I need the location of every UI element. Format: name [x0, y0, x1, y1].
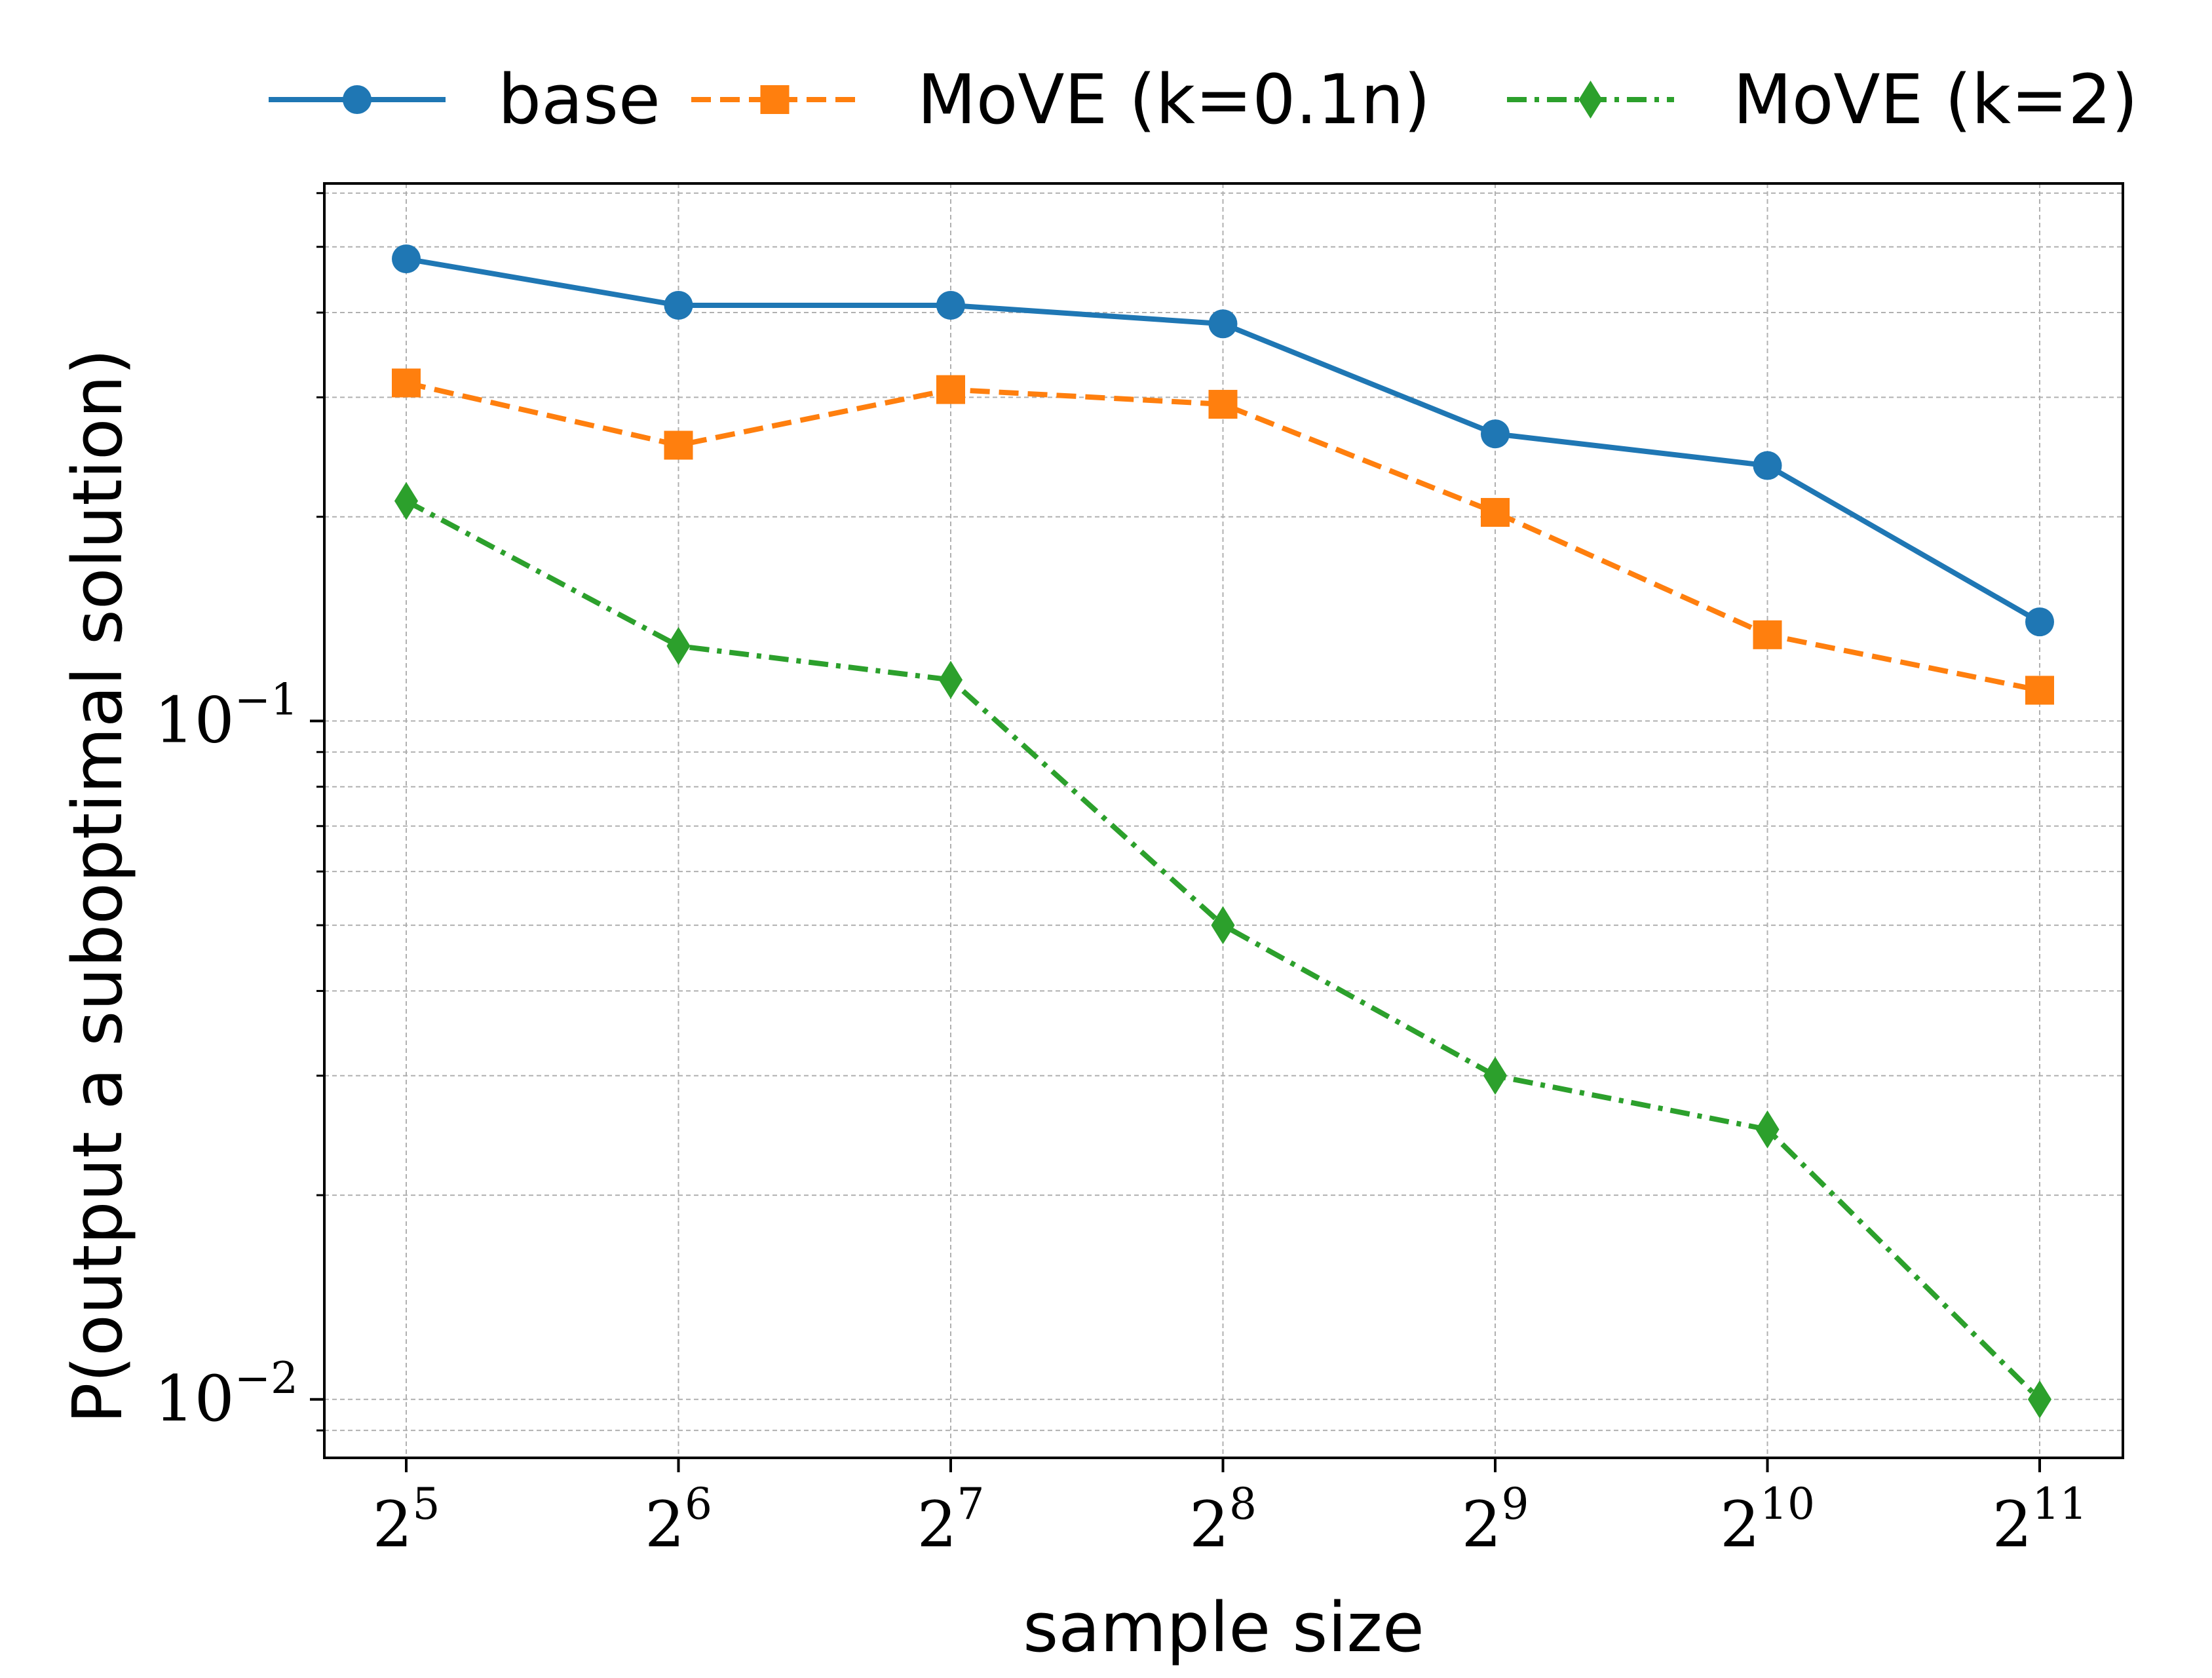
data-point — [1481, 498, 1510, 527]
x-tick-label: 210 — [1720, 1479, 1815, 1561]
x-tick-label: 211 — [1992, 1479, 2087, 1561]
grid — [324, 183, 2123, 1458]
data-point — [938, 660, 963, 699]
x-tick-label: 25 — [372, 1479, 440, 1561]
y-tick-label: 10−1 — [155, 674, 298, 757]
series-1 — [392, 244, 2054, 637]
series-3 — [394, 482, 2052, 1419]
data-point — [1211, 906, 1235, 945]
data-point — [936, 290, 965, 320]
x-tick-label: 27 — [917, 1479, 984, 1561]
x-tick-label: 28 — [1189, 1479, 1257, 1561]
data-point — [1481, 419, 1510, 449]
legend-marker — [760, 85, 790, 114]
legend-label: base — [498, 60, 660, 140]
data-point — [2025, 676, 2054, 705]
x-tick-label: 26 — [645, 1479, 712, 1561]
data-point — [392, 368, 421, 398]
data-point — [666, 626, 691, 665]
y-tick-label: 10−2 — [155, 1353, 298, 1436]
x-tick-label: 29 — [1461, 1479, 1529, 1561]
legend-label: MoVE (k=2) — [1733, 60, 2138, 140]
data-point — [1208, 390, 1238, 419]
legend-label: MoVE (k=0.1n) — [917, 60, 1430, 140]
legend: base MoVE (k=0.1n) MoVE (k=2) — [269, 60, 2138, 140]
legend-marker — [343, 85, 372, 114]
data-point — [1483, 1056, 1508, 1095]
data-point — [664, 430, 693, 460]
data-point — [1753, 451, 1782, 480]
legend-item: MoVE (k=2) — [1507, 60, 2138, 140]
data-point — [664, 290, 693, 320]
series-2 — [392, 368, 2054, 705]
data-point — [392, 244, 421, 274]
data-point — [1753, 620, 1782, 649]
legend-marker — [1578, 80, 1603, 119]
y-axis-label: P(output a suboptimal solution) — [58, 349, 138, 1424]
data-point — [1755, 1110, 1780, 1149]
data-point — [936, 375, 965, 404]
data-point — [2025, 607, 2054, 637]
x-axis-label: sample size — [1023, 1588, 1424, 1668]
legend-item: MoVE (k=0.1n) — [691, 60, 1430, 140]
axis-ticks: 25 26 27 28 29 210 211 10−1 10−2 — [155, 192, 2088, 1561]
data-point — [394, 482, 419, 520]
data-point — [1208, 309, 1238, 339]
series-layer — [392, 244, 2054, 1419]
legend-item: base — [269, 60, 660, 140]
data-point — [2027, 1380, 2052, 1419]
